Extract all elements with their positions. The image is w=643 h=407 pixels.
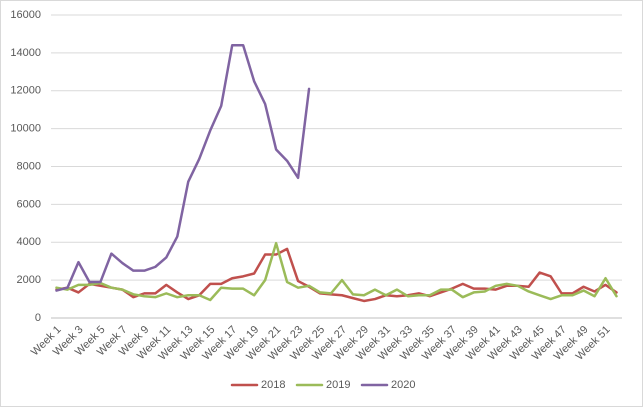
series-line bbox=[55, 241, 618, 302]
y-tick-label: 16000 bbox=[10, 9, 41, 21]
y-tick-label: 14000 bbox=[10, 47, 41, 59]
y-tick-label: 2000 bbox=[17, 274, 41, 286]
legend-label: 2019 bbox=[326, 379, 350, 391]
y-tick-label: 10000 bbox=[10, 123, 41, 135]
series-line bbox=[55, 44, 311, 292]
y-tick-label: 0 bbox=[35, 312, 41, 324]
y-tick-label: 6000 bbox=[17, 198, 41, 210]
legend-label: 2020 bbox=[391, 379, 415, 391]
y-tick-label: 4000 bbox=[17, 236, 41, 248]
y-tick-label: 8000 bbox=[17, 160, 41, 172]
series-line bbox=[55, 247, 618, 303]
y-tick-label: 12000 bbox=[10, 85, 41, 97]
legend-label: 2018 bbox=[261, 379, 285, 391]
